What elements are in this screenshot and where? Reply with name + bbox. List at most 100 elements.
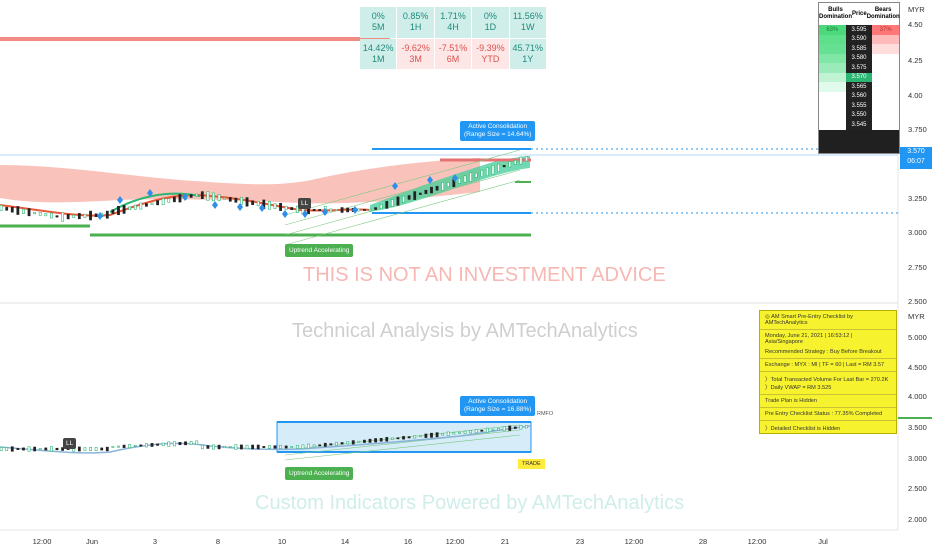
dom-bear — [872, 63, 900, 73]
candle — [184, 441, 187, 446]
candle — [178, 442, 182, 446]
x-tick: 10 — [277, 537, 287, 546]
signal-diamond — [282, 210, 288, 218]
candle — [161, 442, 165, 447]
checklist-title-text: AM Smart Pre-Entry Checklist by AMTechAn… — [765, 314, 853, 326]
dom-bull — [819, 72, 846, 82]
candle — [497, 427, 500, 431]
candle — [178, 194, 182, 203]
y-tick: 3.500 — [908, 423, 927, 432]
candle — [273, 445, 277, 449]
candle — [55, 215, 59, 218]
dom-bear — [872, 53, 900, 63]
candle — [77, 446, 81, 452]
candle — [430, 432, 433, 438]
candle — [50, 446, 53, 452]
candle — [474, 172, 478, 178]
candle — [33, 446, 37, 452]
candle — [469, 172, 473, 182]
candle — [424, 433, 428, 438]
perf-cell: -7.51% 6M — [434, 38, 472, 69]
candle — [33, 211, 37, 215]
candle — [430, 186, 433, 194]
candle — [0, 447, 3, 451]
dom-bull — [819, 82, 846, 92]
signal-diamond — [147, 189, 153, 197]
perf-period: 1M — [371, 53, 385, 64]
dom-row: 3.570 — [819, 72, 900, 82]
candle — [385, 437, 389, 442]
dom-bull — [819, 44, 846, 54]
signal-diamond — [212, 201, 218, 209]
candle — [200, 191, 204, 200]
signal-diamond — [427, 176, 433, 184]
domination-table: Bulls Domination Price Bears Domination … — [818, 2, 900, 154]
perf-period: 1H — [409, 22, 422, 33]
candle — [407, 436, 411, 439]
signal-diamonds — [97, 174, 458, 220]
candle — [133, 204, 137, 210]
candle — [206, 445, 210, 449]
candle — [318, 209, 322, 211]
candle — [105, 446, 109, 452]
x-tick: 23 — [575, 537, 585, 546]
candle — [480, 429, 484, 432]
checklist-title: ◎ AM Smart Pre-Entry Checklist by AMTech… — [760, 311, 896, 330]
bottom-ema-line — [0, 425, 532, 454]
candle — [413, 435, 417, 439]
candle — [206, 191, 210, 201]
candle — [251, 200, 255, 205]
candle — [105, 210, 109, 219]
candle — [340, 207, 344, 213]
trade-badge: TRADE — [518, 459, 545, 469]
dom-row: 3.555 — [819, 101, 900, 111]
candle — [279, 202, 282, 211]
candle — [172, 196, 176, 203]
ema-line-red — [0, 193, 371, 217]
candle — [89, 210, 92, 221]
candle — [27, 446, 31, 452]
candle — [502, 426, 506, 432]
signal-diamond — [117, 196, 123, 204]
candle — [519, 156, 523, 165]
candle — [44, 213, 48, 217]
candle — [145, 443, 148, 448]
candle — [463, 175, 467, 183]
y-tick: 3.750 — [908, 125, 927, 134]
candles-top — [0, 156, 528, 222]
candle — [61, 212, 64, 222]
candle — [128, 206, 132, 211]
checklist-status: Pre Entry Checklist Status : 77.35% Comp… — [760, 408, 896, 421]
perf-value: 45.71% — [512, 42, 544, 53]
dom-bull — [819, 91, 846, 101]
perf-period: 4H — [447, 22, 459, 33]
candle — [189, 441, 193, 445]
checklist-strategy: Recommended Strategy : Buy Before Breako… — [765, 349, 882, 355]
x-tick: Jun — [85, 537, 99, 546]
signal-diamond — [322, 208, 328, 216]
candle — [513, 160, 517, 165]
candle — [61, 447, 64, 451]
candle — [435, 185, 439, 191]
candle — [217, 444, 221, 450]
x-tick: 16 — [403, 537, 413, 546]
candle — [491, 165, 495, 175]
candle — [0, 204, 3, 212]
ll-badge-top: LL — [298, 198, 312, 209]
perf-period: 1D — [484, 22, 497, 33]
candle — [256, 201, 260, 207]
dom-bull — [819, 120, 846, 130]
candle — [167, 198, 171, 203]
candle — [5, 207, 9, 211]
x-tick: 8 — [215, 537, 221, 546]
x-tick: Jul — [818, 537, 828, 546]
candle — [273, 203, 277, 209]
dom-bear — [872, 34, 900, 44]
candle — [374, 438, 377, 443]
candle — [122, 444, 126, 448]
candle — [22, 208, 25, 214]
candle — [402, 195, 405, 203]
candle — [38, 212, 42, 216]
candles-bottom — [0, 425, 528, 452]
